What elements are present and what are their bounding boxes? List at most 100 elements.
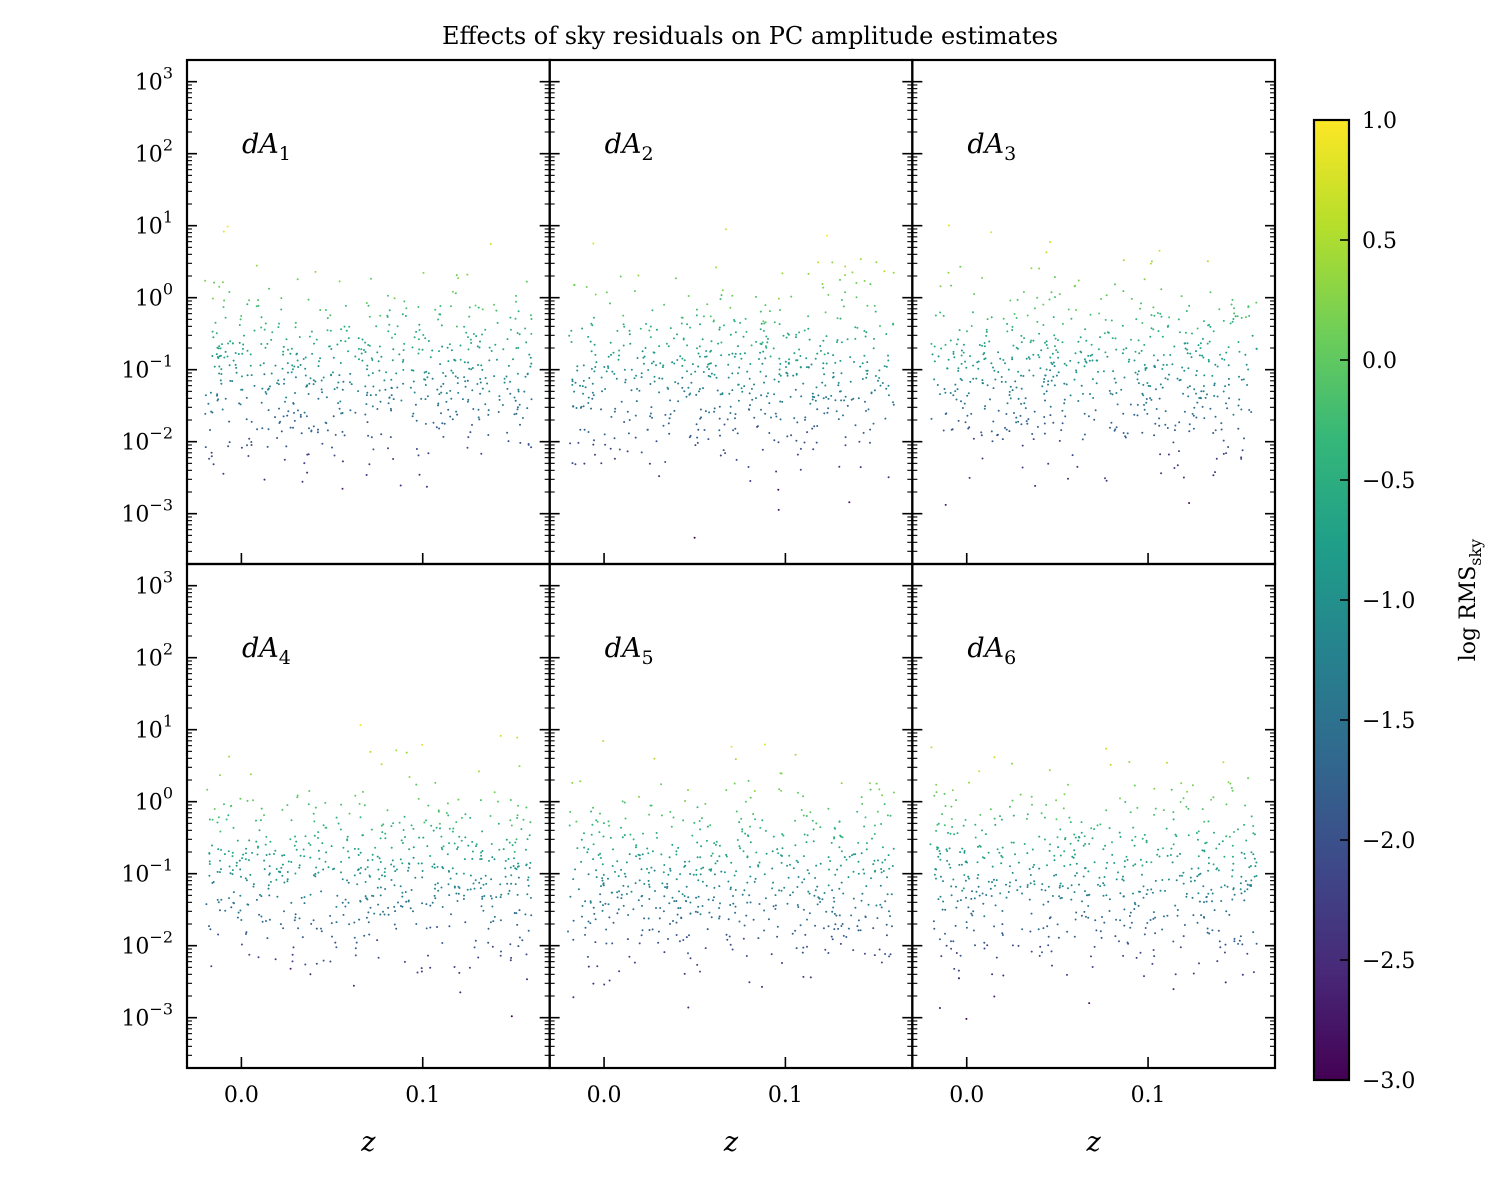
data-point [964, 421, 967, 424]
data-point [860, 796, 863, 799]
data-point [879, 903, 882, 906]
data-point [830, 394, 833, 397]
data-point [850, 398, 853, 401]
data-point [808, 912, 811, 915]
data-point [400, 905, 402, 907]
data-point [1075, 371, 1078, 374]
data-point [527, 884, 530, 887]
data-point [1130, 297, 1133, 300]
data-point [683, 390, 686, 393]
data-point [372, 385, 375, 388]
data-point [1008, 805, 1011, 808]
data-point [326, 429, 329, 432]
data-point [451, 830, 454, 833]
data-point [1031, 803, 1033, 806]
data-point [394, 870, 397, 873]
data-point [380, 824, 383, 827]
data-point [268, 287, 270, 290]
data-point [1122, 348, 1125, 351]
data-point [933, 360, 936, 363]
data-point [822, 367, 825, 370]
data-point [994, 904, 997, 907]
data-point [515, 838, 518, 841]
colorbar-tick-label: −2.0 [1362, 829, 1415, 854]
data-point [819, 901, 822, 903]
data-point [1085, 339, 1088, 342]
data-point [628, 333, 631, 336]
data-point [620, 826, 622, 829]
data-point [1201, 808, 1204, 811]
data-point [264, 843, 267, 846]
data-point [687, 896, 690, 899]
data-point [456, 846, 459, 849]
data-point [965, 366, 968, 369]
data-point [1057, 846, 1060, 849]
data-point [359, 900, 362, 903]
data-point [885, 923, 888, 926]
data-point [265, 392, 268, 395]
data-point [721, 289, 724, 292]
data-point [1154, 388, 1157, 391]
data-point [399, 858, 402, 861]
data-point [663, 895, 666, 898]
data-point [1104, 477, 1106, 480]
data-point [1047, 900, 1050, 903]
data-point [215, 353, 218, 356]
data-point [1189, 876, 1192, 879]
data-point [497, 822, 500, 825]
data-point [1220, 886, 1223, 889]
data-point [1128, 761, 1131, 763]
data-point [648, 898, 651, 900]
data-point [1176, 855, 1179, 858]
data-point [1203, 374, 1206, 377]
data-point [1143, 408, 1146, 411]
data-point [1231, 298, 1234, 301]
data-point [1034, 484, 1037, 487]
data-point [303, 411, 306, 414]
data-point [796, 453, 799, 456]
data-point [1141, 837, 1144, 840]
data-point [604, 443, 607, 446]
data-point [481, 850, 484, 852]
data-point [1152, 911, 1155, 914]
data-point [683, 865, 686, 868]
data-point [599, 893, 602, 896]
data-point [216, 393, 219, 396]
data-point [273, 853, 275, 855]
data-point [1249, 865, 1252, 867]
data-point [690, 373, 693, 376]
data-point [706, 303, 709, 306]
data-point [832, 371, 835, 374]
data-point [737, 345, 739, 348]
data-point [838, 887, 841, 890]
data-point [224, 397, 227, 400]
data-point [1019, 885, 1022, 888]
data-point [1142, 896, 1145, 899]
data-point [624, 378, 627, 381]
data-point [701, 880, 704, 883]
data-point [569, 895, 572, 898]
data-point [983, 345, 986, 348]
data-point [858, 440, 861, 443]
data-point [870, 392, 873, 395]
data-point [1111, 853, 1114, 856]
data-point [719, 902, 721, 905]
data-point [887, 854, 890, 857]
data-point [387, 906, 390, 909]
data-point [696, 911, 699, 914]
data-point [418, 473, 421, 476]
data-point [368, 874, 371, 877]
data-point [1114, 337, 1117, 340]
data-point [801, 881, 804, 884]
data-point [695, 423, 698, 426]
data-point [378, 369, 381, 372]
data-point [228, 865, 231, 868]
panel-1-points [204, 225, 533, 490]
data-point [427, 804, 430, 807]
data-point [511, 844, 514, 847]
data-point [630, 890, 633, 893]
data-point [452, 371, 454, 374]
data-point [264, 346, 267, 349]
data-point [807, 890, 810, 893]
data-point [1097, 348, 1100, 351]
